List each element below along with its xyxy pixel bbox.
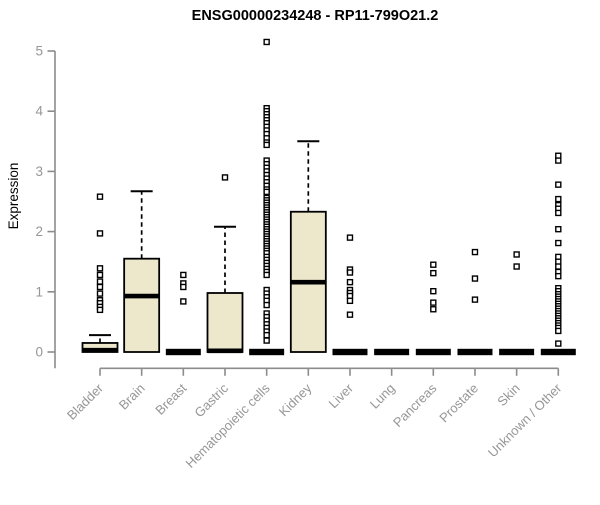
collapsed-median-bar — [457, 348, 493, 356]
x-tick-label-skin: Skin — [494, 381, 522, 409]
outlier-point — [263, 331, 270, 339]
outlier-point — [346, 269, 354, 276]
boxplot-groups — [81, 38, 576, 356]
outlier-point — [555, 239, 562, 247]
boxplot-lung — [374, 348, 410, 356]
outlier-point — [430, 261, 437, 268]
iqr-box — [123, 257, 161, 353]
outlier-point — [263, 141, 270, 149]
x-tick-label-kidney: Kidney — [276, 380, 315, 419]
boxplot-prostate — [457, 248, 493, 356]
chart-title: ENSG00000234248 - RP11-799O21.2 — [192, 8, 439, 24]
outlier-point — [471, 275, 479, 282]
outlier-point — [96, 278, 104, 285]
collapsed-median-bar — [540, 348, 576, 356]
boxplot-hematopoietic-cells — [249, 38, 285, 356]
outlier-point — [430, 287, 437, 295]
collapsed-median-bar — [374, 348, 410, 356]
outlier-point — [555, 263, 562, 270]
outlier-point — [180, 271, 187, 279]
outlier-point — [96, 306, 104, 314]
x-tick-label-unknown-other: Unknown / Other — [485, 380, 565, 460]
boxplot-breast — [165, 271, 201, 356]
x-tick-label-breast: Breast — [152, 380, 189, 417]
collapsed-median-bar — [415, 348, 451, 356]
outlier-point — [263, 188, 270, 196]
outlier-point — [555, 327, 562, 335]
outlier-point — [263, 301, 270, 309]
x-tick-label-lung: Lung — [367, 381, 398, 412]
outlier-point — [430, 269, 437, 277]
boxplot-bladder — [81, 193, 119, 353]
y-tick-label: 4 — [35, 104, 43, 119]
outlier-point — [263, 38, 270, 46]
boxplot-liver — [332, 234, 368, 356]
y-tick-label: 1 — [35, 284, 43, 299]
outlier-point — [471, 248, 479, 256]
collapsed-median-bar — [332, 348, 368, 356]
y-axis-label: Expression — [6, 163, 21, 230]
outlier-point — [555, 181, 562, 188]
outlier-point — [430, 306, 437, 313]
outlier-point — [180, 283, 187, 291]
outlier-point — [555, 195, 562, 203]
outlier-point — [555, 225, 562, 233]
outlier-point — [346, 278, 354, 286]
outlier-point — [96, 265, 104, 272]
outlier-point — [513, 251, 520, 258]
outlier-point — [346, 297, 354, 305]
boxplot-brain — [123, 190, 161, 353]
boxplot-kidney — [289, 140, 327, 353]
outlier-point — [96, 193, 104, 200]
outlier-point — [263, 337, 270, 344]
x-tick-label-gastric: Gastric — [191, 380, 231, 420]
outlier-point — [555, 340, 562, 347]
outlier-point — [221, 174, 229, 181]
boxplot-skin — [499, 251, 535, 356]
outlier-point — [555, 272, 562, 280]
iqr-box — [206, 292, 244, 353]
x-tick-label-prostate: Prostate — [436, 381, 481, 426]
outlier-point — [96, 230, 104, 237]
y-tick-label: 5 — [35, 44, 43, 59]
boxplot-pancreas — [415, 261, 451, 356]
outlier-point — [513, 263, 520, 270]
outlier-point — [430, 299, 437, 306]
outlier-point — [346, 311, 354, 318]
outlier-point — [180, 298, 187, 305]
outlier-point — [263, 271, 270, 279]
outlier-point — [96, 290, 104, 297]
boxplot-gastric — [206, 174, 244, 354]
outlier-point — [96, 271, 104, 279]
y-tick-label: 3 — [35, 164, 43, 179]
y-tick-label: 2 — [35, 224, 43, 239]
x-tick-label-liver: Liver — [326, 380, 357, 411]
collapsed-median-bar — [165, 348, 201, 356]
outlier-point — [555, 157, 562, 164]
outlier-point — [471, 296, 479, 303]
outlier-point — [96, 283, 104, 291]
collapsed-median-bar — [499, 348, 535, 356]
boxplot-unknown-other — [540, 152, 576, 356]
collapsed-median-bar — [249, 348, 285, 356]
y-tick-label: 0 — [35, 345, 43, 360]
outlier-point — [346, 234, 354, 241]
x-tick-label-bladder: Bladder — [64, 380, 107, 423]
outlier-point — [555, 209, 562, 217]
x-tick-label-brain: Brain — [116, 381, 148, 413]
x-tick-label-pancreas: Pancreas — [390, 380, 440, 430]
